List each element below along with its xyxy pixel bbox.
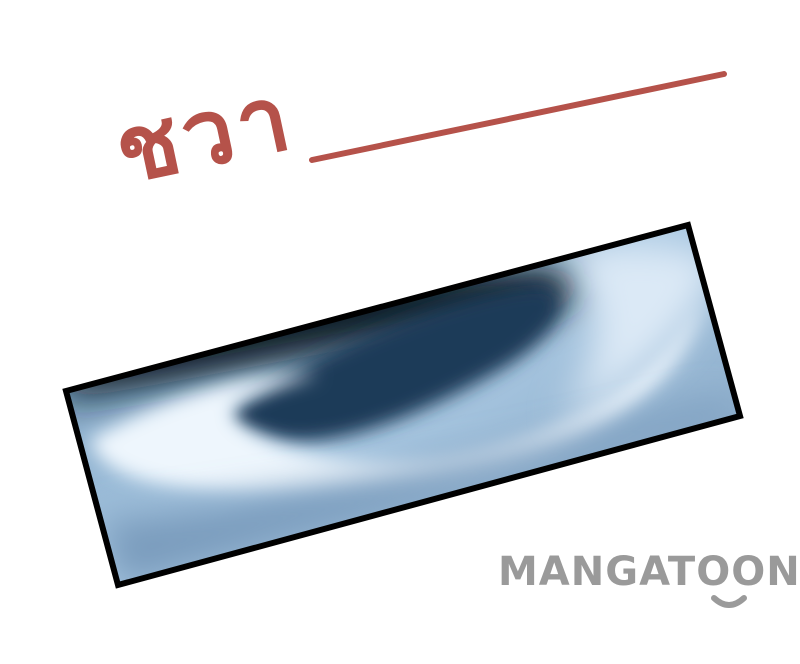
watermark-logo: MANGATOON <box>498 549 800 595</box>
